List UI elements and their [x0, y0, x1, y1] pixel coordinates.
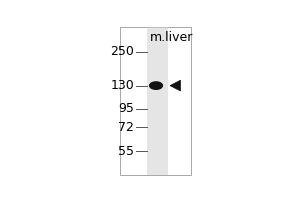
Bar	[120, 27, 191, 175]
Text: m.liver: m.liver	[149, 31, 193, 44]
Ellipse shape	[150, 82, 163, 89]
Text: 55: 55	[118, 145, 134, 158]
Text: 250: 250	[110, 45, 134, 58]
Text: 130: 130	[110, 79, 134, 92]
Bar	[147, 27, 168, 175]
Text: 72: 72	[118, 121, 134, 134]
Polygon shape	[170, 80, 181, 91]
Text: 95: 95	[118, 102, 134, 115]
